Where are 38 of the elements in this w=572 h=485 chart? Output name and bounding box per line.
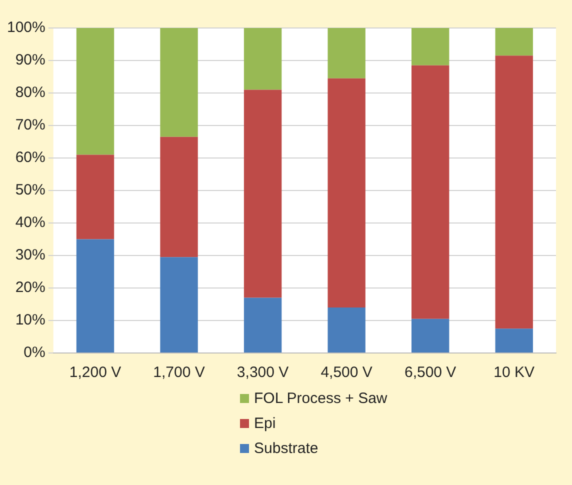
y-tick-label: 10%: [15, 312, 46, 329]
x-tick-label: 1,200 V: [69, 364, 122, 382]
y-tick-label: 90%: [15, 52, 46, 69]
bar: [411, 318, 450, 352]
bar: [328, 28, 366, 78]
bar: [160, 257, 198, 352]
bar: [160, 136, 198, 258]
bar: [495, 328, 533, 352]
bar: [411, 65, 450, 319]
y-tick-label: 40%: [15, 214, 46, 232]
bar: [160, 28, 198, 137]
bar: [328, 308, 366, 352]
bar: [76, 28, 114, 155]
legend-label: Substrate: [254, 440, 318, 457]
y-tick-label: 70%: [15, 116, 46, 134]
bar: [495, 56, 533, 329]
bar: [76, 154, 114, 240]
bar: [244, 298, 282, 352]
bar: [328, 78, 366, 308]
legend-label: FOL Process + Saw: [254, 390, 388, 407]
x-tick-label: 6,500 V: [404, 364, 456, 382]
bar: [411, 28, 450, 66]
x-tick-label: 3,300 V: [236, 364, 289, 382]
x-tick-label: 1,700 V: [153, 364, 205, 382]
y-tick-label: 20%: [15, 279, 46, 296]
y-tick-label: 30%: [15, 246, 46, 264]
bar: [244, 90, 282, 298]
bar: [244, 28, 282, 90]
y-tick-label: 80%: [15, 84, 46, 102]
legend-label: Epi: [254, 415, 276, 432]
bar: [76, 239, 114, 352]
x-tick-label: 10 KV: [494, 364, 535, 382]
y-tick-label: 50%: [15, 182, 46, 199]
y-tick-label: 60%: [15, 149, 46, 166]
x-tick-label: 4,500 V: [320, 364, 372, 382]
y-tick-label: 100%: [6, 19, 46, 36]
y-tick-label: 0%: [24, 344, 46, 362]
bar: [495, 28, 533, 56]
